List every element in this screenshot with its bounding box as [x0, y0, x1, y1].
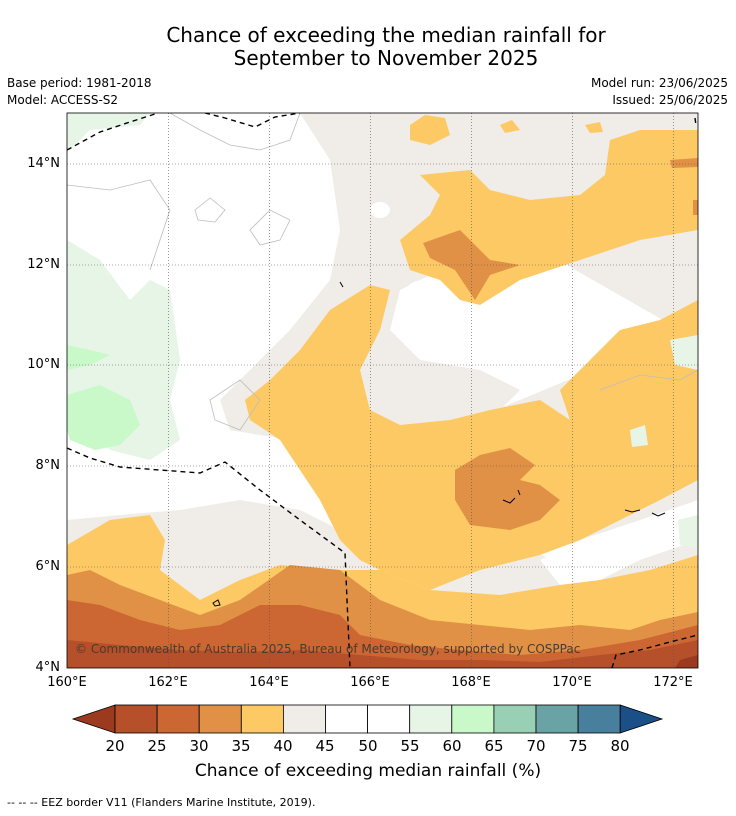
- colorbar-swatch-30-35: [198, 704, 242, 734]
- colorbar-label: 80: [610, 737, 630, 755]
- region-25-30: [67, 600, 698, 668]
- colorbar-label: 35: [231, 737, 251, 755]
- map-frame: [66, 112, 699, 669]
- colorbar: [71, 704, 664, 734]
- colorbar-swatch-25-30: [156, 704, 200, 734]
- colorbar-swatch-50-55: [367, 704, 411, 734]
- region-35-40-top: [410, 115, 450, 145]
- colorbar-swatch-35-40: [240, 704, 284, 734]
- colorbar-swatch-20-25: [114, 704, 158, 734]
- x-tick-label: 164°E: [249, 675, 289, 690]
- y-tick-label: 12°N: [27, 257, 60, 272]
- region-60-65-a: [67, 385, 140, 450]
- colorbar-high-extension: [619, 704, 664, 734]
- colorbar-label: 60: [442, 737, 462, 755]
- colorbar-label: 65: [484, 737, 504, 755]
- eez-borders: [67, 113, 698, 668]
- region-60-65-b: [67, 345, 110, 370]
- map-title-line2: September to November 2025: [233, 46, 539, 70]
- y-tick-label: 14°N: [27, 156, 60, 171]
- colorbar-label: 55: [400, 737, 420, 755]
- gridlines: [67, 113, 698, 668]
- region-20-25: [67, 640, 698, 668]
- x-tick-label: 172°E: [653, 675, 693, 690]
- map-title-line1: Chance of exceeding the median rainfall …: [166, 23, 606, 47]
- colorbar-label: 30: [189, 737, 209, 755]
- colorbar-label: 45: [315, 737, 335, 755]
- colorbar-low-extension: [71, 704, 116, 734]
- islands: [212, 281, 666, 607]
- region-30-35-north: [423, 230, 520, 300]
- region-30-35-mid: [455, 448, 560, 530]
- colorbar-swatch-65-70: [493, 704, 537, 734]
- issued-label: Issued: 25/06/2025: [612, 93, 728, 107]
- colorbar-label: 75: [568, 737, 588, 755]
- y-tick-label: 8°N: [35, 458, 61, 473]
- colorbar-label: 70: [526, 737, 546, 755]
- colorbar-label: 25: [147, 737, 167, 755]
- y-tick-label: 4°N: [35, 660, 61, 675]
- colorbar-title: Chance of exceeding median rainfall (%): [194, 761, 542, 781]
- eez-border-footnote: -- -- -- EEZ border V11 (Flanders Marine…: [7, 796, 316, 809]
- colorbar-swatch-55-60: [409, 704, 453, 734]
- x-tick-label: 166°E: [350, 675, 390, 690]
- colorbar-swatch-40-45: [282, 704, 326, 734]
- x-tick-label: 170°E: [552, 675, 592, 690]
- colorbar-label: 20: [105, 737, 125, 755]
- colorbar-swatch-45-50: [325, 704, 368, 734]
- base-period-label: Base period: 1981-2018: [7, 76, 152, 90]
- model-run-label: Model run: 23/06/2025: [590, 76, 728, 90]
- y-tick-label: 10°N: [27, 357, 60, 372]
- x-tick-label: 162°E: [148, 675, 188, 690]
- x-tick-label: 160°E: [47, 675, 87, 690]
- colorbar-label: 40: [273, 737, 293, 755]
- colorbar-swatch-75-80: [577, 704, 621, 734]
- colorbar-swatch-60-65: [451, 704, 495, 734]
- x-tick-label: 168°E: [451, 675, 491, 690]
- y-tick-label: 6°N: [35, 559, 61, 574]
- colorbar-label: 50: [358, 737, 378, 755]
- model-label: Model: ACCESS-S2: [7, 93, 119, 107]
- copyright-text: © Commonwealth of Australia 2025, Bureau…: [75, 642, 580, 656]
- region-55-60-a: [67, 113, 150, 150]
- contour-fills: [67, 113, 698, 668]
- colorbar-swatch-70-75: [535, 704, 579, 734]
